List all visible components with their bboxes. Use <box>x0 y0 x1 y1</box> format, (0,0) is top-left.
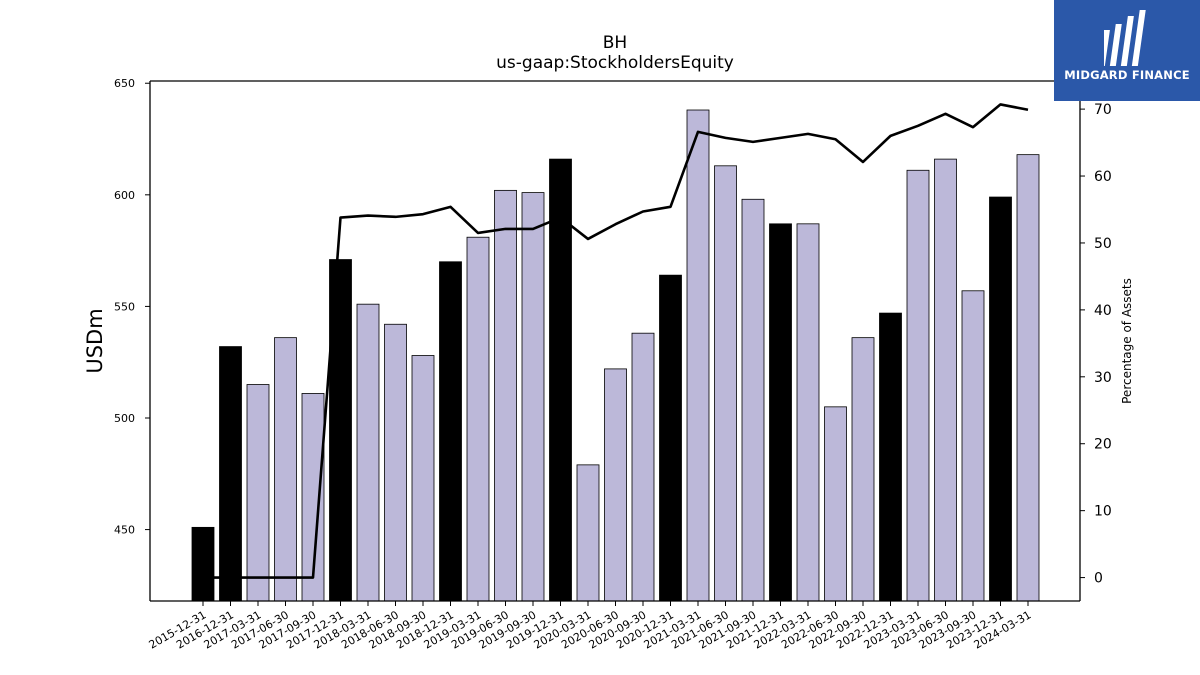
chart-subtitle: us-gaap:StockholdersEquity <box>496 53 734 73</box>
bar <box>246 384 270 602</box>
y2-tick-label: 50 <box>1094 236 1112 252</box>
bar <box>191 526 215 602</box>
bar <box>769 223 792 602</box>
y-tick-label: 650 <box>114 77 135 90</box>
bar <box>989 196 1012 602</box>
bar <box>604 368 627 602</box>
series-line <box>203 103 1029 579</box>
bar <box>961 290 985 602</box>
bar <box>411 355 435 602</box>
y2-tick-label: 40 <box>1094 303 1112 319</box>
logo-mark-icon <box>1104 10 1146 66</box>
y-axis-label: USDm <box>83 308 107 373</box>
y2-tick-label: 10 <box>1094 504 1112 520</box>
bar <box>686 109 710 602</box>
bar <box>494 189 517 602</box>
y2-tick-label: 30 <box>1094 370 1112 386</box>
y2-tick-label: 20 <box>1094 437 1112 453</box>
bar <box>714 165 737 602</box>
bar <box>219 346 242 602</box>
bar <box>796 223 820 602</box>
bar <box>439 261 462 602</box>
y2-tick-label: 60 <box>1094 169 1112 185</box>
y-tick-label: 550 <box>114 300 135 313</box>
bar <box>384 323 407 602</box>
y-tick-label: 600 <box>114 189 135 202</box>
bar <box>1016 154 1040 602</box>
bar <box>879 312 902 602</box>
bar <box>466 236 490 602</box>
bar <box>631 332 655 602</box>
bar <box>356 303 380 602</box>
bar <box>274 337 297 602</box>
bar <box>851 337 875 602</box>
bar <box>824 406 847 602</box>
bar <box>906 169 930 602</box>
y2-axis-label: Percentage of Assets <box>1120 278 1134 404</box>
logo-text: MIDGARD FINANCE <box>1064 68 1190 82</box>
y2-tick-label: 0 <box>1094 571 1103 587</box>
bar <box>521 192 545 602</box>
bar <box>549 158 572 602</box>
y-tick-label: 450 <box>114 524 135 537</box>
y-tick-label: 500 <box>114 412 135 425</box>
bar <box>741 198 765 602</box>
y2-tick-label: 70 <box>1094 102 1112 118</box>
chart-title: BH <box>603 33 627 53</box>
bar <box>934 158 957 602</box>
brand-logo: MIDGARD FINANCE <box>1054 0 1200 101</box>
bar <box>576 464 600 602</box>
bar <box>659 274 682 602</box>
